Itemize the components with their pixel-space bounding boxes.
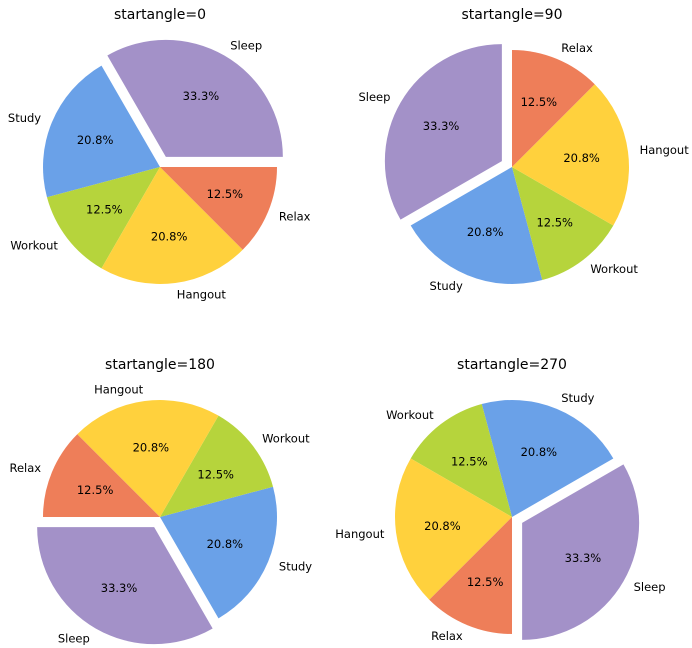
slice-percent-label: 12.5% xyxy=(521,95,558,109)
slice-percent-label: 33.3% xyxy=(101,581,138,595)
pie-slice-relax xyxy=(429,517,512,634)
slice-percent-label: 20.8% xyxy=(563,151,600,165)
pie-title: startangle=270 xyxy=(457,357,567,373)
pie-slice-workout xyxy=(512,167,614,281)
slice-percent-label: 12.5% xyxy=(197,467,234,481)
pie-slice-relax xyxy=(43,434,160,517)
slice-percent-label: 20.8% xyxy=(207,537,244,551)
pie-slice-sleep xyxy=(107,39,283,157)
pie-slice-study xyxy=(43,65,161,198)
slice-category-label: Hangout xyxy=(640,143,690,157)
slice-percent-label: 12.5% xyxy=(77,483,114,497)
slice-category-label: Workout xyxy=(262,432,310,446)
slice-category-label: Relax xyxy=(279,209,311,223)
pie-slice-study xyxy=(160,486,277,619)
pie-slice-workout xyxy=(410,403,512,517)
slice-category-label: Workout xyxy=(590,262,638,276)
pie-slice-relax xyxy=(512,50,595,167)
pie-slice-workout xyxy=(46,167,160,269)
pie-panel-1: startangle=90 33.3% Sleep 20.8% Study 12.5% Wo… xyxy=(358,7,689,293)
slice-category-label: Study xyxy=(430,279,463,293)
slice-percent-label: 20.8% xyxy=(467,225,504,239)
slice-percent-label: 12.5% xyxy=(536,216,573,230)
slice-category-label: Sleep xyxy=(358,90,390,104)
slice-percent-label: 12.5% xyxy=(467,575,504,589)
slice-category-label: Relax xyxy=(9,461,41,475)
pie-panel-0: startangle=0 33.3% Sleep 20.8% Study 12.5% Wor… xyxy=(8,7,311,302)
pie-slice-study xyxy=(410,167,543,284)
slice-percent-label: 20.8% xyxy=(521,445,558,459)
slice-category-label: Sleep xyxy=(634,580,666,594)
pie-slice-hangout xyxy=(77,400,219,517)
pie-title: startangle=90 xyxy=(462,7,563,23)
pie-slice-study xyxy=(481,400,614,517)
slice-category-label: Workout xyxy=(10,238,58,252)
pie-panel-3: startangle=270 33.3% Sleep 20.8% Study 12.5% W… xyxy=(335,357,665,643)
slice-percent-label: 33.3% xyxy=(183,89,220,103)
slice-percent-label: 12.5% xyxy=(86,203,123,217)
slice-percent-label: 12.5% xyxy=(451,454,488,468)
pie-slice-hangout xyxy=(395,458,512,600)
slice-category-label: Study xyxy=(279,559,312,573)
slice-percent-label: 20.8% xyxy=(133,440,170,454)
pie-slice-workout xyxy=(160,415,274,517)
slice-category-label: Sleep xyxy=(58,632,90,646)
slice-category-label: Hangout xyxy=(94,382,144,396)
slice-category-label: Study xyxy=(8,111,41,125)
slice-percent-label: 33.3% xyxy=(565,551,602,565)
pie-slice-sleep xyxy=(384,44,502,220)
slice-percent-label: 12.5% xyxy=(207,187,244,201)
pie-title: startangle=180 xyxy=(105,357,215,373)
slice-percent-label: 20.8% xyxy=(151,230,188,244)
pie-slice-relax xyxy=(160,167,277,250)
slice-percent-label: 20.8% xyxy=(77,133,114,147)
slice-category-label: Sleep xyxy=(230,38,262,52)
pie-slice-hangout xyxy=(101,167,243,284)
slice-category-label: Relax xyxy=(561,41,593,55)
slice-category-label: Hangout xyxy=(177,288,227,302)
pie-slice-sleep xyxy=(37,527,213,645)
slice-percent-label: 20.8% xyxy=(424,519,461,533)
slice-percent-label: 33.3% xyxy=(423,119,460,133)
slice-category-label: Workout xyxy=(386,408,434,422)
slice-category-label: Hangout xyxy=(335,527,385,541)
pie-panel-2: startangle=180 33.3% Sleep 20.8% Study 12.5% W… xyxy=(9,357,312,646)
pie-slice-hangout xyxy=(512,84,629,226)
slice-category-label: Relax xyxy=(431,629,463,643)
slice-category-label: Study xyxy=(561,391,594,405)
pie-slice-sleep xyxy=(522,464,640,640)
pie-title: startangle=0 xyxy=(114,7,206,23)
